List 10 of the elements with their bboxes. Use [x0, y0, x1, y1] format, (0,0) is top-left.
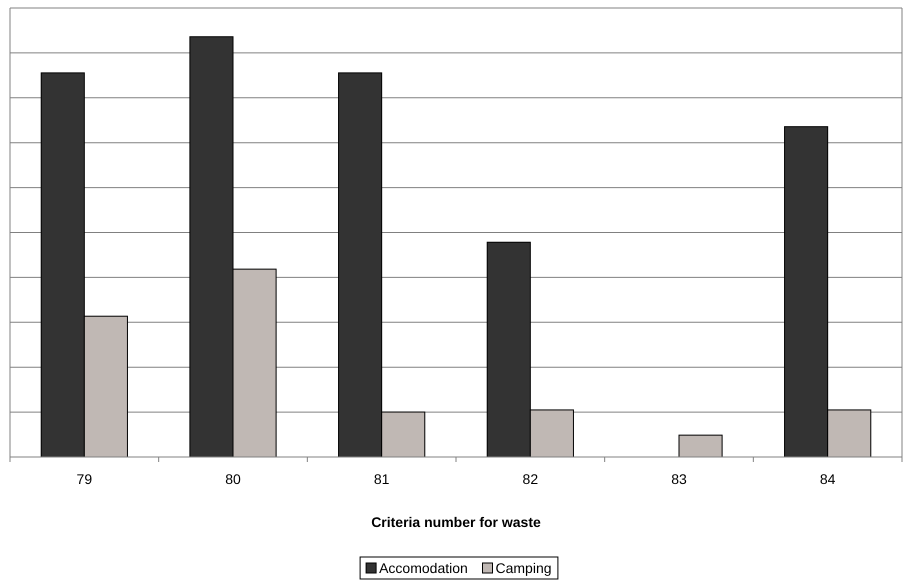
x-tick-label: 84	[820, 471, 836, 487]
legend-label: Camping	[496, 560, 552, 576]
x-tick-label: 83	[671, 471, 687, 487]
bar	[678, 434, 723, 458]
x-tick-label: 79	[76, 471, 92, 487]
x-axis-title: Criteria number for waste	[371, 514, 542, 530]
x-tick-label: 81	[374, 471, 390, 487]
x-tick-label: 80	[225, 471, 241, 487]
legend-label: Accomodation	[379, 560, 468, 576]
x-tick-label: 82	[522, 471, 538, 487]
